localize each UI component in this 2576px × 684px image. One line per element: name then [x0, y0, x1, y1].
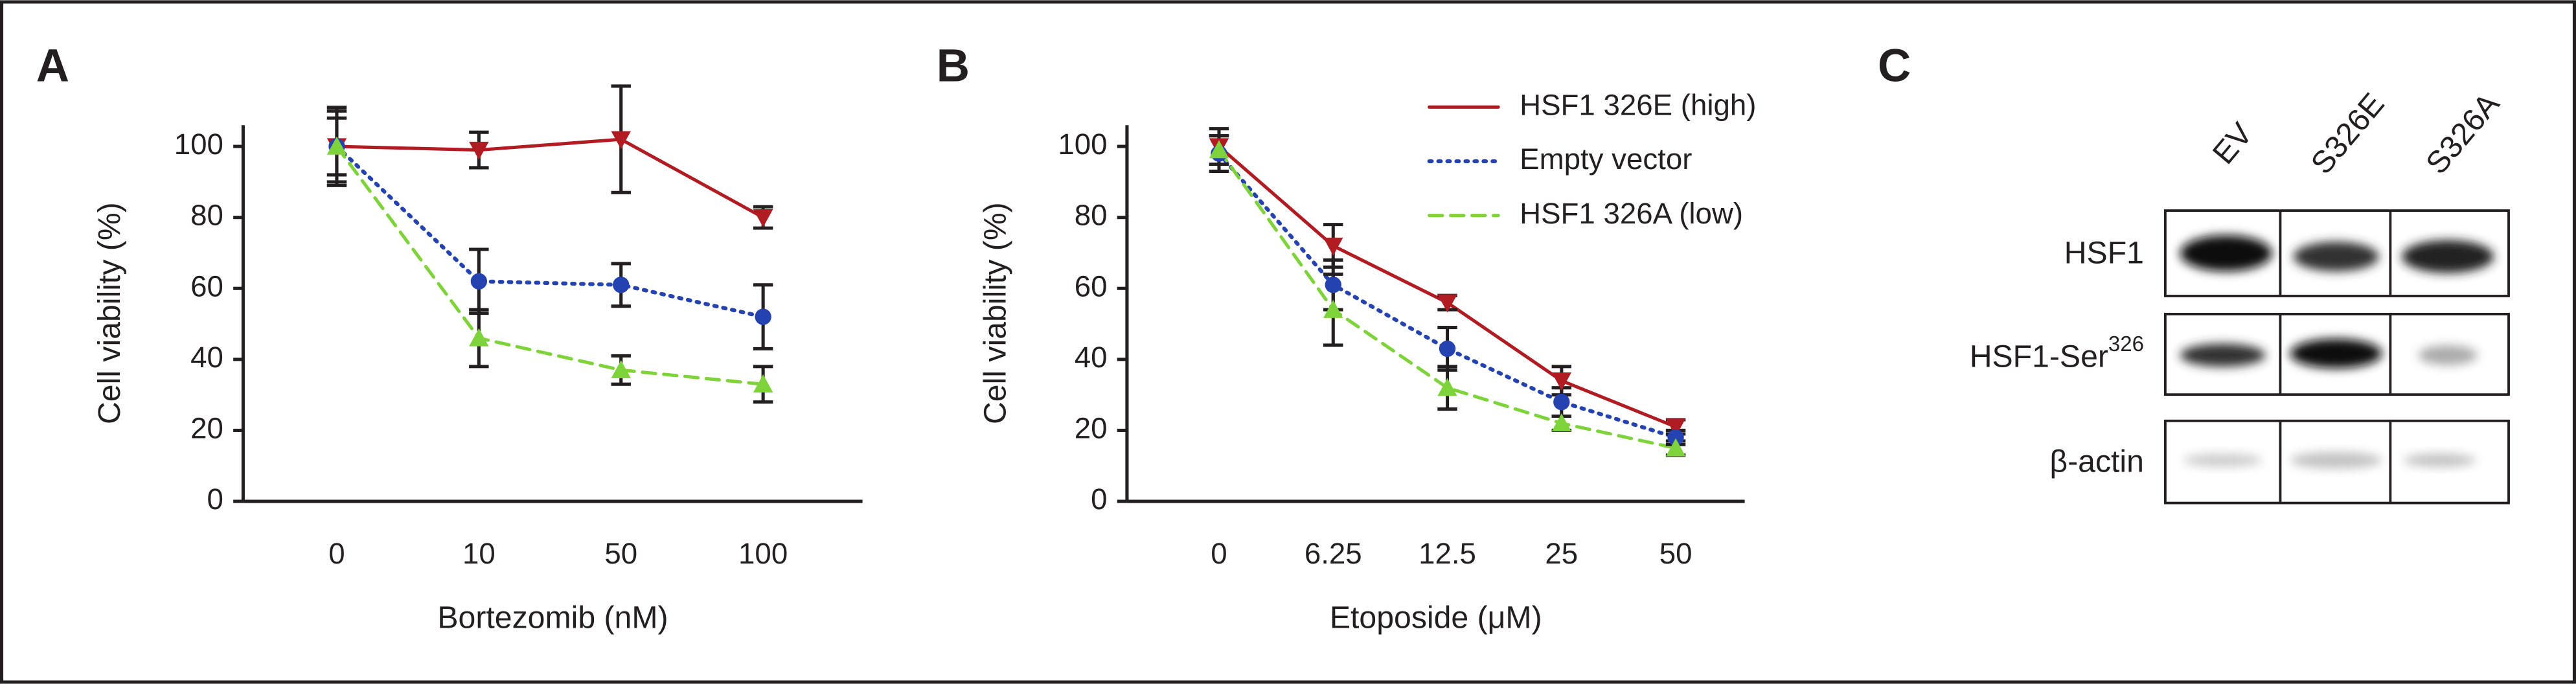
y-tick-label: 40: [190, 341, 223, 374]
x-tick-label: 0: [328, 537, 345, 570]
marker: [1439, 340, 1456, 358]
marker: [1551, 413, 1572, 432]
legend-label: HSF1 326A (low): [1520, 197, 1743, 230]
y-tick-label: 100: [1058, 128, 1107, 161]
y-tick-label: 0: [1091, 483, 1107, 516]
series-line: [335, 144, 765, 386]
blot-bands: [2180, 235, 2494, 469]
marker: [1323, 299, 1343, 318]
panel-label: B: [937, 41, 970, 92]
x-axis-label: Etoposide (μM): [1330, 600, 1542, 635]
x-tick-label: 12.5: [1419, 537, 1476, 570]
panel-label: A: [36, 41, 69, 92]
marker: [1553, 393, 1570, 411]
x-tick-label: 25: [1545, 537, 1578, 570]
marker: [1209, 140, 1229, 159]
x-tick-label: 50: [604, 537, 637, 570]
marker: [611, 360, 631, 378]
marker: [753, 209, 773, 227]
x-tick-label: 6.25: [1305, 537, 1362, 570]
marker: [470, 273, 488, 290]
legend-label: HSF1 326E (high): [1520, 88, 1756, 121]
x-tick-label: 50: [1659, 537, 1693, 570]
x-axis-label: Bortezomib (nM): [437, 600, 668, 635]
legend-label: Empty vector: [1520, 142, 1692, 176]
row-label: β-actin: [2049, 444, 2144, 479]
marker: [1667, 429, 1684, 446]
y-tick-label: 80: [190, 199, 223, 232]
marker: [611, 131, 631, 150]
marker: [1437, 294, 1457, 313]
y-tick-label: 0: [207, 483, 223, 516]
marker: [1437, 378, 1457, 396]
row-label: HSF1: [2064, 235, 2144, 270]
y-axis-label: Cell viability (%): [977, 202, 1012, 424]
row-label: HSF1-Ser326: [1970, 332, 2144, 374]
marker: [755, 308, 771, 325]
series-line: [335, 137, 765, 220]
series-line: [1216, 151, 1678, 440]
y-tick-label: 20: [190, 411, 223, 444]
x-tick-label: 100: [738, 537, 788, 570]
marker: [469, 328, 489, 347]
y-tick-label: 100: [174, 128, 223, 161]
y-tick-label: 60: [1075, 269, 1108, 302]
series-line: [334, 144, 766, 319]
marker: [1665, 418, 1686, 437]
marker: [753, 374, 773, 393]
x-tick-label: 10: [462, 537, 496, 570]
marker: [1665, 438, 1686, 457]
y-tick-label: 20: [1075, 411, 1108, 444]
marker: [1551, 372, 1572, 391]
y-axis-label: Cell viability (%): [92, 202, 127, 424]
marker: [469, 141, 489, 160]
blot-boxes: [2164, 209, 2510, 505]
marker: [326, 136, 347, 155]
y-tick-label: 80: [1075, 199, 1108, 232]
marker: [1323, 237, 1343, 256]
y-tick-label: 60: [190, 269, 223, 302]
x-tick-label: 0: [1211, 537, 1227, 570]
marker: [1325, 277, 1341, 293]
y-tick-label: 40: [1075, 341, 1108, 374]
panel-label: C: [1878, 41, 1911, 92]
marker: [613, 277, 630, 293]
